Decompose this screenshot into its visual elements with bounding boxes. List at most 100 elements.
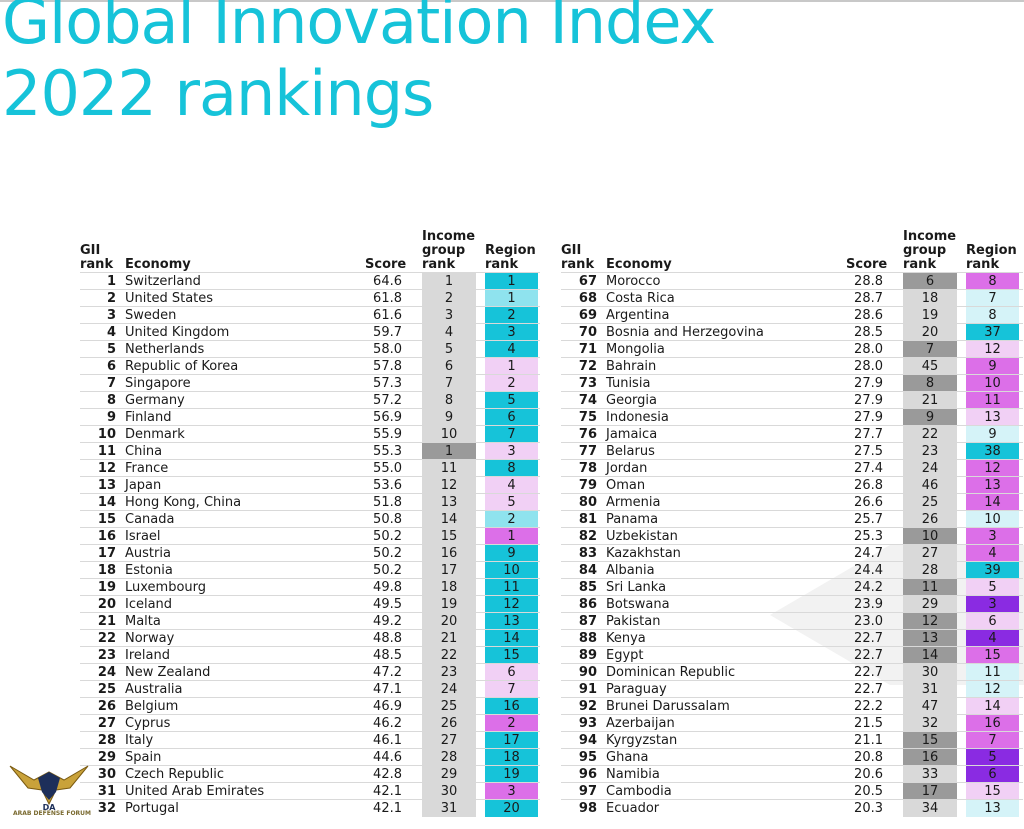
score: 50.8 bbox=[373, 512, 402, 527]
table-row: 75 Indonesia 27.9 9 13 bbox=[561, 408, 1023, 426]
income-group-rank: 11 bbox=[422, 460, 476, 477]
score: 59.7 bbox=[373, 325, 402, 340]
score: 55.0 bbox=[373, 461, 402, 476]
gii-rank: 22 bbox=[97, 631, 116, 646]
score: 51.8 bbox=[373, 495, 402, 510]
economy-name: Australia bbox=[125, 682, 183, 697]
table-row: 72 Bahrain 28.0 45 9 bbox=[561, 357, 1023, 375]
score: 47.1 bbox=[373, 682, 402, 697]
income-group-rank: 46 bbox=[903, 477, 957, 494]
table-row: 20 Iceland 49.5 19 12 bbox=[80, 595, 540, 613]
header-economy: Economy bbox=[125, 257, 191, 272]
gii-rank: 11 bbox=[97, 444, 116, 459]
gii-rank: 8 bbox=[106, 393, 116, 408]
gii-rank: 26 bbox=[97, 699, 116, 714]
income-group-rank: 7 bbox=[422, 375, 476, 392]
page-title: Global Innovation Index 2022 rankings bbox=[2, 0, 716, 130]
economy-name: Bahrain bbox=[606, 359, 657, 374]
table-row: 76 Jamaica 27.7 22 9 bbox=[561, 425, 1023, 443]
table-row: 77 Belarus 27.5 23 38 bbox=[561, 442, 1023, 460]
gii-rank: 10 bbox=[97, 427, 116, 442]
region-rank: 8 bbox=[485, 460, 538, 477]
score: 26.6 bbox=[854, 495, 883, 510]
gii-rank: 87 bbox=[578, 614, 597, 629]
header-region-rank: Region rank bbox=[485, 243, 536, 272]
table-row: 32 Portugal 42.1 31 20 bbox=[80, 799, 540, 817]
income-group-rank: 2 bbox=[422, 290, 476, 307]
region-rank: 11 bbox=[966, 664, 1019, 681]
header-gii-rank: GII rank bbox=[561, 243, 595, 272]
region-rank: 14 bbox=[485, 630, 538, 647]
income-group-rank: 10 bbox=[422, 426, 476, 443]
score: 20.5 bbox=[854, 784, 883, 799]
region-rank: 5 bbox=[485, 494, 538, 511]
score: 25.7 bbox=[854, 512, 883, 527]
table-row: 71 Mongolia 28.0 7 12 bbox=[561, 340, 1023, 358]
table-row: 4 United Kingdom 59.7 4 3 bbox=[80, 323, 540, 341]
income-group-rank: 18 bbox=[422, 579, 476, 596]
score: 46.1 bbox=[373, 733, 402, 748]
economy-name: Egypt bbox=[606, 648, 644, 663]
region-rank: 3 bbox=[485, 324, 538, 341]
score: 22.7 bbox=[854, 648, 883, 663]
score: 53.6 bbox=[373, 478, 402, 493]
income-group-rank: 6 bbox=[422, 358, 476, 375]
region-rank: 9 bbox=[485, 545, 538, 562]
region-rank: 6 bbox=[966, 766, 1019, 783]
income-group-rank: 25 bbox=[903, 494, 957, 511]
gii-rank: 71 bbox=[578, 342, 597, 357]
score: 21.5 bbox=[854, 716, 883, 731]
gii-rank: 91 bbox=[578, 682, 597, 697]
income-group-rank: 17 bbox=[903, 783, 957, 800]
table-row: 73 Tunisia 27.9 8 10 bbox=[561, 374, 1023, 392]
gii-rank: 77 bbox=[578, 444, 597, 459]
economy-name: Canada bbox=[125, 512, 175, 527]
score: 44.6 bbox=[373, 750, 402, 765]
table-row: 2 United States 61.8 2 1 bbox=[80, 289, 540, 307]
region-rank: 4 bbox=[966, 545, 1019, 562]
economy-name: Botswana bbox=[606, 597, 670, 612]
region-rank: 13 bbox=[485, 613, 538, 630]
gii-rank: 70 bbox=[578, 325, 597, 340]
table-row: 74 Georgia 27.9 21 11 bbox=[561, 391, 1023, 409]
table-row: 24 New Zealand 47.2 23 6 bbox=[80, 663, 540, 681]
score: 27.9 bbox=[854, 376, 883, 391]
economy-name: Uzbekistan bbox=[606, 529, 678, 544]
region-rank: 10 bbox=[485, 562, 538, 579]
income-group-rank: 17 bbox=[422, 562, 476, 579]
region-rank: 10 bbox=[966, 511, 1019, 528]
economy-name: Mongolia bbox=[606, 342, 665, 357]
region-rank: 8 bbox=[966, 273, 1019, 290]
gii-rank: 92 bbox=[578, 699, 597, 714]
economy-name: Switzerland bbox=[125, 274, 201, 289]
table-row: 79 Oman 26.8 46 13 bbox=[561, 476, 1023, 494]
table-row: 22 Norway 48.8 21 14 bbox=[80, 629, 540, 647]
score: 20.3 bbox=[854, 801, 883, 816]
gii-rank: 25 bbox=[97, 682, 116, 697]
score: 28.7 bbox=[854, 291, 883, 306]
economy-name: Sri Lanka bbox=[606, 580, 667, 595]
score: 21.1 bbox=[854, 733, 883, 748]
economy-name: Costa Rica bbox=[606, 291, 675, 306]
table-row: 29 Spain 44.6 28 18 bbox=[80, 748, 540, 766]
gii-rank: 86 bbox=[578, 597, 597, 612]
table-row: 90 Dominican Republic 22.7 30 11 bbox=[561, 663, 1023, 681]
score: 49.2 bbox=[373, 614, 402, 629]
region-rank: 16 bbox=[485, 698, 538, 715]
income-group-rank: 15 bbox=[422, 528, 476, 545]
economy-name: United Arab Emirates bbox=[125, 784, 265, 799]
gii-rank: 3 bbox=[106, 308, 116, 323]
gii-rank: 75 bbox=[578, 410, 597, 425]
gii-rank: 29 bbox=[97, 750, 116, 765]
income-group-rank: 22 bbox=[903, 426, 957, 443]
gii-rank: 80 bbox=[578, 495, 597, 510]
score: 56.9 bbox=[373, 410, 402, 425]
income-group-rank: 45 bbox=[903, 358, 957, 375]
income-group-rank: 29 bbox=[903, 596, 957, 613]
region-rank: 19 bbox=[485, 766, 538, 783]
table-row: 97 Cambodia 20.5 17 15 bbox=[561, 782, 1023, 800]
region-rank: 6 bbox=[485, 664, 538, 681]
eagle-emblem-icon: DA bbox=[9, 765, 89, 812]
economy-name: Oman bbox=[606, 478, 646, 493]
region-rank: 7 bbox=[966, 732, 1019, 749]
